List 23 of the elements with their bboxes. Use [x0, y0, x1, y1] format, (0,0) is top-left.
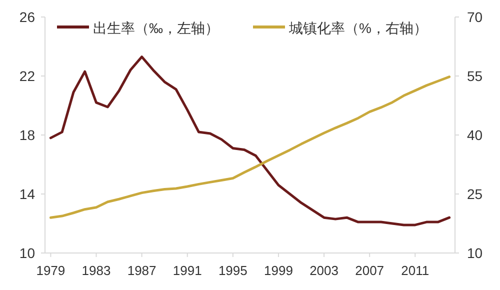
y2-tick-label: 10 [467, 245, 483, 261]
x-tick-label: 1999 [264, 263, 293, 278]
y-tick-label: 14 [19, 186, 36, 202]
y-tick-label: 10 [19, 245, 36, 261]
x-tick-label: 1983 [82, 263, 111, 278]
legend-label: 城镇化率（%，右轴） [288, 20, 428, 36]
line-series [49, 76, 451, 219]
y-tick-label: 22 [19, 68, 36, 84]
x-tick-label: 2007 [355, 263, 384, 278]
x-tick-label: 1991 [172, 263, 202, 278]
line-series [49, 56, 451, 226]
x-tick-label: 1995 [218, 263, 248, 278]
x-tick-label: 1987 [127, 263, 156, 278]
y2-tick-label: 55 [467, 68, 483, 84]
y2-tick-label: 40 [467, 127, 483, 143]
y-tick-label: 18 [19, 127, 36, 143]
legend-label: 出生率（‰，左轴） [93, 20, 219, 36]
y2-tick-label: 25 [467, 186, 483, 202]
y2-tick-label: 70 [467, 9, 483, 25]
y-tick-label: 26 [19, 9, 36, 25]
x-tick-label: 2003 [310, 263, 338, 278]
x-tick-label: 1979 [36, 263, 66, 278]
x-tick-label: 2011 [401, 263, 430, 278]
